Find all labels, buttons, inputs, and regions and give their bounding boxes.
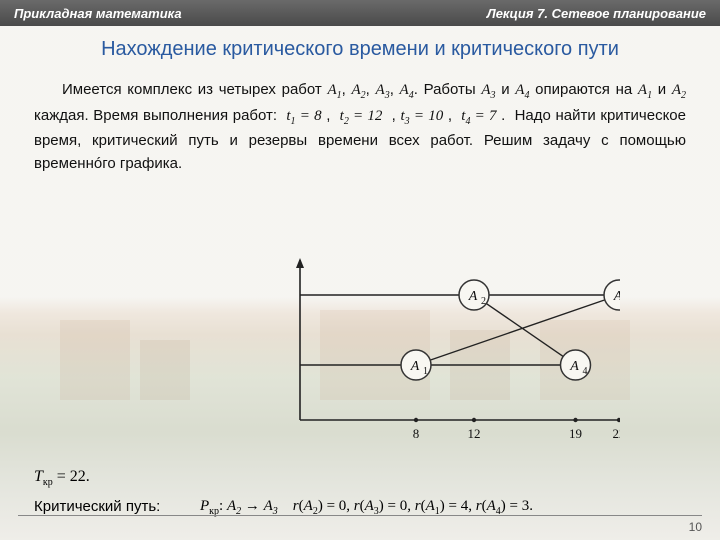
svg-text:12: 12 [468,426,481,441]
svg-text:A: A [613,289,620,304]
tkr-value: Tкр = 22. [34,468,90,488]
network-chart: 8121922A1A2A4A3 [260,240,620,460]
svg-text:1: 1 [423,366,428,377]
chart-svg: 8121922A1A2A4A3 [260,240,620,460]
svg-text:19: 19 [569,426,582,441]
svg-text:4: 4 [583,366,588,377]
body-paragraph: Имеется комплекс из четырех работ A1, A2… [34,78,686,176]
slide-number: 10 [689,520,702,534]
svg-text:A: A [569,359,579,374]
text: Имеется комплекс из четырех работ [62,81,327,98]
svg-text:A: A [410,359,420,374]
critical-path-label: Критический путь: [34,498,160,515]
footer-rule [18,515,702,516]
svg-text:22: 22 [613,426,621,441]
header-left: Прикладная математика [14,6,182,21]
header-right: Лекция 7. Сетевое планирование [487,6,706,21]
svg-text:A: A [468,289,478,304]
header-bar: Прикладная математика Лекция 7. Сетевое … [0,0,720,26]
slide-title: Нахождение критического времени и критич… [40,38,680,61]
svg-text:2: 2 [481,296,486,307]
svg-text:8: 8 [413,426,420,441]
